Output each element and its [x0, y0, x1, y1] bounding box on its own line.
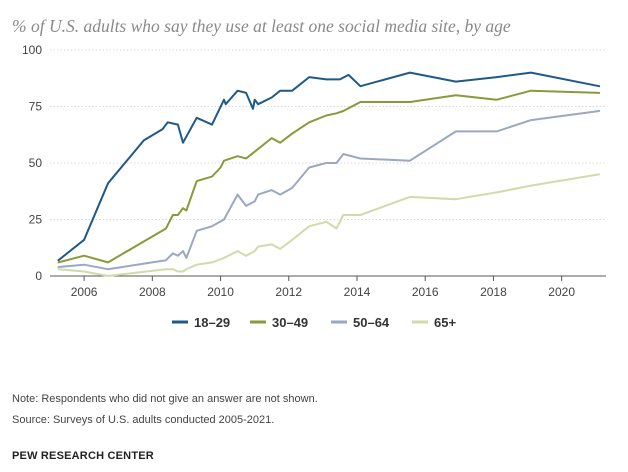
legend-label-65+: 65+	[434, 315, 456, 330]
legend: 18–29 30–49 50–64 65+	[172, 315, 456, 330]
y-tick-label: 25	[29, 213, 43, 227]
x-axis-ticks: 2006 2008 2010 2012 2014 2016 2018 2020	[71, 276, 575, 299]
y-tick-label: 50	[29, 156, 43, 170]
chart-title: % of U.S. adults who say they use at lea…	[12, 16, 511, 36]
x-tick-label: 2012	[275, 285, 302, 299]
series-line-50-64	[57, 110, 601, 271]
series-line-18-29	[57, 71, 601, 262]
source-text: Source: Surveys of U.S. adults conducted…	[12, 414, 275, 426]
legend-label-50-64: 50–64	[353, 315, 390, 330]
x-tick-label: 2020	[548, 285, 575, 299]
y-tick-label: 100	[22, 43, 42, 57]
legend-label-30-49: 30–49	[272, 315, 308, 330]
series-line-30-49	[57, 89, 601, 264]
series-lines	[57, 71, 601, 277]
x-tick-label: 2010	[207, 285, 234, 299]
x-tick-label: 2008	[139, 285, 166, 299]
x-tick-label: 2016	[412, 285, 439, 299]
x-tick-label: 2014	[344, 285, 371, 299]
y-axis-ticks: 0 25 50 75 100	[22, 43, 42, 283]
x-tick-label: 2018	[480, 285, 507, 299]
brand-logo-text: PEW RESEARCH CENTER	[12, 450, 154, 462]
x-tick-label: 2006	[71, 285, 98, 299]
y-tick-label: 75	[29, 100, 43, 114]
legend-label-18-29: 18–29	[194, 315, 230, 330]
note-text: Note: Respondents who did not give an an…	[12, 393, 318, 405]
y-tick-label: 0	[35, 269, 42, 283]
series-line-65+	[57, 173, 601, 277]
